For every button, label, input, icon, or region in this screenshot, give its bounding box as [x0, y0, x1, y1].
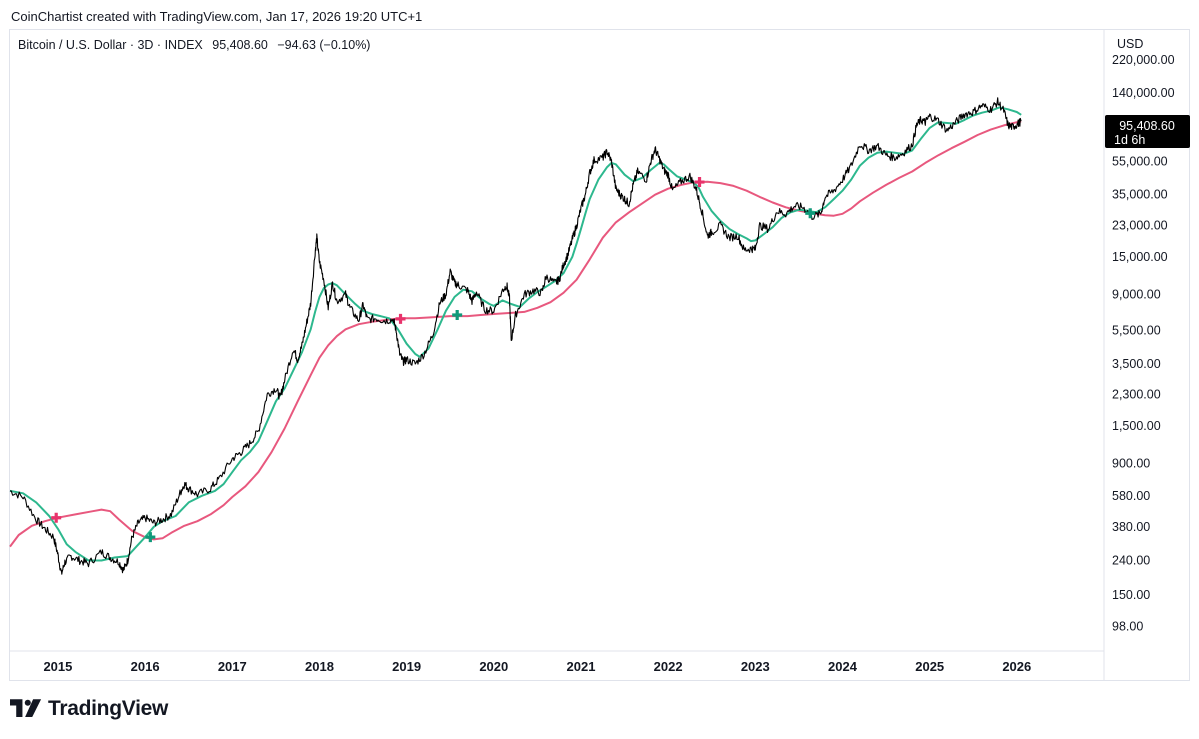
crossover-marker: [145, 532, 156, 543]
price-tick-label: 5,500.00: [1112, 324, 1161, 338]
time-tick-label: 2015: [43, 659, 72, 674]
currency-label[interactable]: USD: [1117, 37, 1144, 51]
time-tick-label: 2018: [305, 659, 334, 674]
time-tick-label: 2016: [131, 659, 160, 674]
last-price-value: 95,408.60: [1119, 119, 1175, 133]
crossover-marker: [694, 177, 705, 188]
price-tick-label: 240.00: [1112, 554, 1150, 568]
price-tick-label: 15,000.00: [1112, 250, 1168, 264]
time-tick-label: 2020: [479, 659, 508, 674]
time-tick-label: 2019: [392, 659, 421, 674]
legend-change: −94.63 (−0.10%): [277, 38, 371, 52]
series-layer: [9, 97, 1022, 575]
price-tick-label: 580.00: [1112, 489, 1150, 503]
price-axis[interactable]: 220,000.00 140,000.00 55,000.00 35,000.00 23…: [1112, 53, 1175, 634]
chart-frame: [9, 29, 1190, 681]
price-tick-label: 220,000.00: [1112, 53, 1175, 67]
crossover-marker: [395, 313, 406, 324]
tradingview-branding[interactable]: TradingView: [10, 697, 168, 721]
symbol-description[interactable]: Bitcoin / U.S. Dollar · 3D · INDEX: [18, 38, 203, 52]
price-tick-label: 140,000.00: [1112, 86, 1175, 100]
marker-layer: [51, 177, 816, 543]
tradingview-logo-icon: [10, 699, 42, 717]
crossover-marker: [805, 208, 816, 219]
price-tick-label: 2,300.00: [1112, 388, 1161, 402]
time-tick-label: 2022: [654, 659, 683, 674]
last-price-badge-bg: [1105, 115, 1190, 148]
bar-countdown: 1d 6h: [1114, 133, 1145, 147]
time-tick-label: 2021: [567, 659, 596, 674]
time-tick-label: 2017: [218, 659, 247, 674]
price-tick-label: 9,000.00: [1112, 287, 1161, 301]
price-tick-label: 55,000.00: [1112, 155, 1168, 169]
fast-ma-line: [9, 106, 1022, 562]
time-tick-label: 2026: [1002, 659, 1031, 674]
price-tick-label: 3,500.00: [1112, 357, 1161, 371]
price-tick-label: 35,000.00: [1112, 188, 1168, 202]
time-tick-label: 2023: [741, 659, 770, 674]
last-price-badge: 95,408.60 1d 6h: [1105, 115, 1190, 148]
chart-attribution: CoinChartist created with TradingView.co…: [11, 9, 423, 24]
crossover-marker: [452, 310, 463, 321]
price-tick-label: 150.00: [1112, 588, 1150, 602]
time-axis[interactable]: 2015 2016 2017 2018 2019 2020 2021 2022 2023 2024…: [43, 659, 1031, 674]
brand-name: TradingView: [48, 697, 169, 720]
price-line: [9, 97, 1022, 575]
price-tick-label: 23,000.00: [1112, 219, 1168, 233]
slow-ma-line: [9, 120, 1022, 548]
crossover-marker: [51, 512, 62, 523]
time-tick-label: 2025: [915, 659, 944, 674]
legend-last-price: 95,408.60: [212, 38, 268, 52]
price-tick-label: 98.00: [1112, 619, 1143, 633]
symbol-legend[interactable]: Bitcoin / U.S. Dollar · 3D · INDEX 95,40…: [18, 38, 376, 52]
price-tick-label: 1,500.00: [1112, 419, 1161, 433]
price-tick-label: 900.00: [1112, 457, 1150, 471]
price-tick-label: 380.00: [1112, 520, 1150, 534]
time-tick-label: 2024: [828, 659, 858, 674]
